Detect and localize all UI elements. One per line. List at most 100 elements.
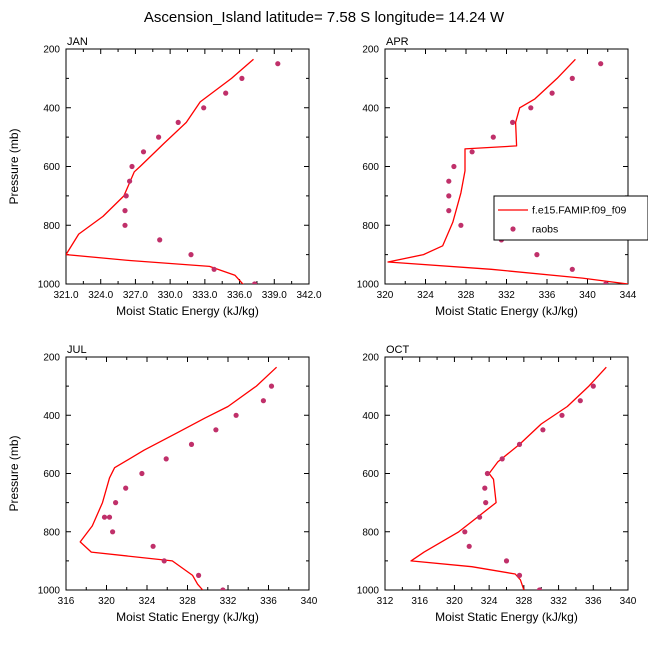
raobs-point — [569, 266, 575, 272]
x-tick-label: 332 — [498, 290, 515, 301]
raobs-point — [233, 412, 239, 418]
raobs-point — [469, 149, 475, 155]
x-tick-label: 324.0 — [88, 290, 113, 301]
panel-jan-frame — [65, 48, 310, 285]
raobs-point — [188, 252, 194, 258]
raobs-point — [139, 470, 145, 477]
plot-area — [387, 58, 628, 284]
y-tick-label: 600 — [43, 469, 60, 480]
y-tick-label: 1000 — [38, 280, 61, 291]
raobs-point — [101, 514, 108, 520]
x-tick-label: 330.0 — [158, 290, 183, 301]
raobs-point — [509, 119, 516, 125]
raobs-point — [150, 543, 156, 549]
y-tick-label: 800 — [362, 221, 379, 232]
raobs-point — [482, 485, 488, 491]
x-tick-label: 333.0 — [192, 290, 217, 301]
panel-apr-frame — [384, 48, 629, 285]
raobs-point — [106, 514, 113, 520]
y-tick-label: 600 — [362, 469, 379, 480]
x-axis-title: Moist Static Energy (kJ/kg) — [435, 610, 578, 624]
x-tick-label: 312 — [377, 596, 394, 607]
x-tick-label: 321.0 — [53, 290, 78, 301]
raobs-point — [123, 485, 129, 491]
x-tick-label: 324 — [481, 596, 498, 607]
raobs-point — [458, 222, 464, 228]
raobs-point — [196, 572, 202, 579]
raobs-point — [123, 193, 129, 199]
x-tick-label: 332 — [220, 596, 237, 607]
y-tick-label: 400 — [43, 411, 60, 422]
raobs-point — [516, 572, 523, 579]
y-tick-label: 200 — [43, 353, 60, 364]
raobs-point — [559, 412, 565, 418]
raobs-point — [161, 558, 167, 564]
raobs-point — [188, 441, 195, 447]
y-tick-label: 800 — [43, 221, 60, 232]
x-tick-label: 320 — [98, 596, 115, 607]
raobs-point — [536, 587, 543, 590]
plot-area — [79, 366, 278, 590]
panels: JAN 321.0 324.0 327.0 330.0 333.0 336.0 339.0 34… — [7, 36, 637, 624]
x-tick-label: 316 — [411, 596, 428, 607]
x-tick-label: 324 — [417, 290, 434, 301]
y-axis-title: Pressure (mb) — [7, 128, 21, 204]
y-tick-label: 200 — [362, 45, 379, 56]
panel-apr: APR 320 324 328 332 336 340 344 200 400 600 800 1000… — [357, 36, 637, 318]
raobs-point — [223, 90, 229, 96]
y-tick-label: 400 — [43, 103, 60, 114]
raobs-point — [110, 529, 116, 535]
legend-box — [493, 195, 648, 241]
x-tick-label: 339.0 — [262, 290, 287, 301]
model-series-line — [79, 366, 278, 590]
raobs-point — [516, 441, 523, 447]
raobs-point — [484, 470, 490, 477]
legend-obs-marker — [510, 226, 516, 232]
panel-jul-frame — [65, 356, 310, 591]
y-tick-label: 600 — [43, 162, 60, 173]
raobs-point — [156, 134, 162, 140]
raobs-point — [446, 208, 452, 214]
panel-oct-label: OCT — [386, 344, 410, 356]
raobs-point — [163, 456, 169, 462]
panel-apr-label: APR — [386, 36, 409, 48]
panel-jan-label: JAN — [67, 36, 88, 48]
raobs-point — [462, 529, 468, 535]
raobs-point — [598, 61, 604, 67]
y-tick-label: 800 — [43, 527, 60, 538]
raobs-point — [503, 558, 510, 564]
panel-oct: OCT 312 316 320 324 328 332 336 340 200 400 600 800 1… — [357, 344, 637, 624]
x-tick-label: 316 — [58, 596, 75, 607]
y-tick-label: 200 — [43, 45, 60, 56]
raobs-point — [477, 514, 483, 520]
raobs-point — [451, 163, 457, 170]
x-tick-label: 327.0 — [123, 290, 148, 301]
x-tick-label: 324 — [139, 596, 156, 607]
raobs-point — [577, 398, 583, 404]
raobs-point — [569, 75, 575, 81]
panel-jul-label: JUL — [67, 344, 87, 356]
legend-model-label: f.e15.FAMIP.f09_f09 — [532, 205, 627, 217]
x-tick-label: 328 — [458, 290, 475, 301]
x-tick-label: 342.0 — [296, 290, 321, 301]
panel-jan: JAN 321.0 324.0 327.0 330.0 333.0 336.0 339.0 34… — [7, 36, 322, 318]
x-tick-label: 340 — [620, 596, 637, 607]
raobs-point — [157, 237, 163, 243]
raobs-point — [129, 163, 135, 170]
x-tick-label: 344 — [620, 290, 637, 301]
raobs-point — [239, 75, 245, 81]
legend: f.e15.FAMIP.f09_f09 raobs — [493, 195, 648, 241]
plot-area — [66, 58, 281, 284]
raobs-point — [220, 587, 226, 590]
y-tick-label: 800 — [362, 527, 379, 538]
x-axis-title: Moist Static Energy (kJ/kg) — [435, 304, 578, 318]
raobs-point — [603, 281, 609, 284]
raobs-point — [275, 61, 281, 67]
x-tick-label: 320 — [377, 290, 394, 301]
raobs-point — [483, 500, 489, 506]
y-tick-label: 200 — [362, 353, 379, 364]
figure-title: Ascension_Island latitude= 7.58 S longit… — [144, 9, 505, 26]
y-tick-label: 400 — [362, 411, 379, 422]
x-tick-label: 328 — [179, 596, 196, 607]
